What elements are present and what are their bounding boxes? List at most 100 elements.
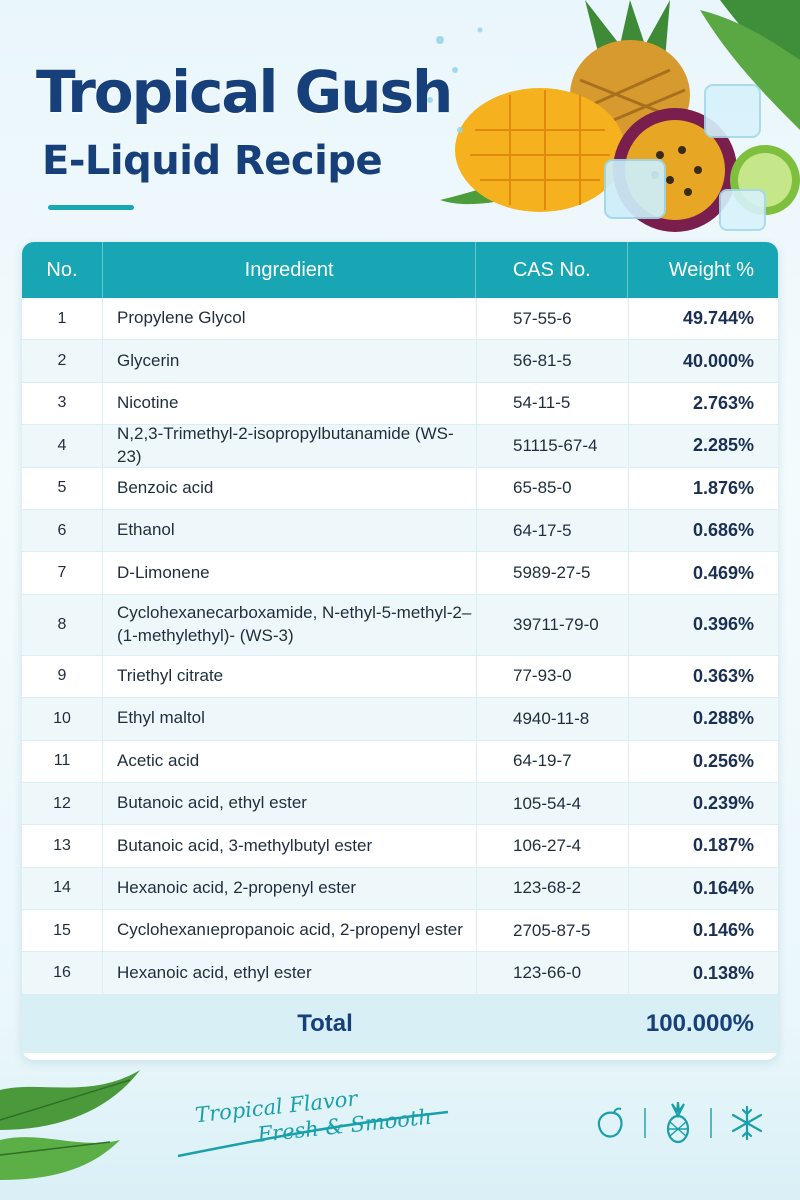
header-ingredient: Ingredient — [103, 242, 477, 298]
row-no: 10 — [53, 709, 71, 727]
row-weight: 0.469% — [628, 552, 778, 594]
palm-leaf-illustration — [0, 1070, 140, 1180]
row-no: 9 — [57, 667, 67, 685]
row-ingredient: Glycerin — [102, 340, 476, 382]
row-cas: 57-55-6 — [476, 298, 628, 340]
row-cas: 123-68-2 — [476, 867, 628, 910]
table-row: 11 Acetic acid 64-19-7 0.256% — [22, 740, 778, 783]
row-cas: 5989-27-5 — [476, 552, 628, 594]
row-no: 1 — [57, 309, 67, 327]
row-cas: 123-66-0 — [476, 952, 628, 994]
table-row: 10 Ethyl maltol 4940-11-8 0.288% — [22, 698, 778, 741]
row-ingredient: Butanoic acid, ethyl ester — [102, 782, 476, 825]
row-no: 16 — [53, 964, 71, 982]
icon-separator — [644, 1108, 646, 1138]
row-weight: 49.744% — [628, 298, 778, 340]
mango-icon — [597, 1107, 623, 1138]
row-ingredient: Ethanol — [102, 509, 476, 552]
row-weight: 0.396% — [628, 594, 778, 655]
row-cas: 105-54-4 — [476, 782, 628, 825]
row-cas: 51115-67-4 — [476, 425, 628, 467]
row-weight: 0.146% — [628, 910, 778, 952]
table-row: 5 Benzoic acid 65-85-0 1.876% — [22, 467, 778, 510]
row-cas: 64-19-7 — [476, 740, 628, 782]
row-no: 8 — [57, 615, 67, 633]
table-row: 4 N,2,3-Trimethyl-2-isopropylbutanamide … — [22, 424, 778, 468]
table-row: 2 Glycerin 56-81-5 40.000% — [22, 340, 778, 383]
row-weight: 0.239% — [628, 782, 778, 825]
row-weight: 0.363% — [628, 655, 778, 698]
row-cas: 77-93-0 — [476, 655, 628, 698]
row-no: 11 — [53, 752, 71, 770]
row-ingredient: N,2,3-Trimethyl-2-isopropylbutanamide (W… — [102, 424, 476, 467]
table-row: 13 Butanoic acid, 3-methylbutyl ester 10… — [22, 825, 778, 868]
header-weight: Weight % — [668, 259, 754, 281]
total-row: Total 100.000% — [22, 994, 778, 1053]
row-weight: 0.138% — [628, 952, 778, 994]
row-no: 12 — [53, 794, 71, 812]
row-no: 3 — [57, 394, 67, 412]
table-row: 15 Cyclohexanıepropanoic acid, 2-propeny… — [22, 910, 778, 953]
row-ingredient: Ethyl maltol — [102, 698, 476, 740]
header: Tropical Gush E-Liquid Recipe — [0, 0, 800, 240]
snowflake-icon — [731, 1105, 763, 1141]
table-row: 9 Triethyl citrate 77-93-0 0.363% — [22, 655, 778, 699]
title-underline — [48, 205, 134, 210]
row-weight: 0.256% — [628, 740, 778, 782]
tagline-swoosh — [177, 1110, 449, 1158]
row-cas: 64-17-5 — [476, 509, 628, 552]
row-weight: 0.187% — [628, 825, 778, 867]
table-row: 3 Nicotine 54-11-5 2.763% — [22, 382, 778, 426]
total-weight: 100.000% — [645, 1009, 754, 1037]
ingredients-table: No. Ingredient CAS No. Weight % 1 Propyl… — [22, 242, 778, 1060]
row-ingredient: Cyclohexanıepropanoic acid, 2-propenyl e… — [102, 910, 476, 952]
row-ingredient: Triethyl citrate — [102, 655, 476, 698]
table-header: No. Ingredient CAS No. Weight % — [22, 242, 778, 298]
row-weight: 1.876% — [628, 467, 778, 509]
table-row: 16 Hexanoic acid, ethyl ester 123-66-0 0… — [22, 952, 778, 995]
header-cas: CAS No. — [476, 242, 629, 298]
row-weight: 40.000% — [628, 340, 778, 382]
page-title: Tropical Gush — [36, 58, 453, 126]
row-ingredient: Benzoic acid — [102, 467, 476, 509]
row-cas: 2705-87-5 — [476, 910, 628, 952]
row-weight: 2.285% — [628, 425, 778, 467]
row-ingredient: D-Limonene — [102, 552, 476, 594]
row-ingredient: Acetic acid — [102, 740, 476, 782]
row-no: 6 — [57, 521, 67, 539]
table-row: 7 D-Limonene 5989-27-5 0.469% — [22, 552, 778, 595]
icon-separator — [710, 1108, 712, 1138]
row-cas: 4940-11-8 — [476, 698, 628, 740]
row-ingredient: Propylene Glycol — [102, 298, 476, 340]
page-subtitle: E-Liquid Recipe — [42, 138, 383, 184]
row-no: 5 — [57, 479, 67, 497]
row-no: 2 — [57, 352, 67, 370]
table-row: 1 Propylene Glycol 57-55-6 49.744% — [22, 298, 778, 341]
row-no: 15 — [53, 921, 71, 939]
row-ingredient: Butanoic acid, 3-methylbutyl ester — [102, 825, 476, 867]
row-no: 4 — [57, 436, 67, 454]
row-ingredient: Nicotine — [102, 382, 476, 425]
row-weight: 0.288% — [628, 698, 778, 740]
footer-icons — [592, 1102, 766, 1144]
row-ingredient: Hexanoic acid, 2-propenyl ester — [102, 867, 476, 910]
row-no: 13 — [53, 836, 71, 854]
row-ingredient: Cyclohexanecarboxamide, N-ethyl-5-methyl… — [102, 594, 476, 655]
row-weight: 0.686% — [628, 509, 778, 552]
row-weight: 2.763% — [628, 382, 778, 425]
table-row: 12 Butanoic acid, ethyl ester 105-54-4 0… — [22, 782, 778, 826]
table-row: 14 Hexanoic acid, 2-propenyl ester 123-6… — [22, 867, 778, 911]
row-cas: 65-85-0 — [476, 467, 628, 509]
table-row: 6 Ethanol 64-17-5 0.686% — [22, 509, 778, 553]
total-label: Total — [297, 1009, 353, 1037]
pineapple-icon — [666, 1102, 690, 1144]
tropical-fruit-illustration — [427, 0, 800, 232]
row-cas: 56-81-5 — [476, 340, 628, 382]
row-cas: 106-27-4 — [476, 825, 628, 867]
table-body: 1 Propylene Glycol 57-55-6 49.744% 2 Gly… — [22, 298, 778, 995]
row-weight: 0.164% — [628, 867, 778, 910]
row-cas: 39711-79-0 — [476, 594, 628, 655]
row-no: 7 — [57, 564, 67, 582]
table-row: 8 Cyclohexanecarboxamide, N-ethyl-5-meth… — [22, 594, 778, 656]
row-ingredient: Hexanoic acid, ethyl ester — [102, 952, 476, 994]
